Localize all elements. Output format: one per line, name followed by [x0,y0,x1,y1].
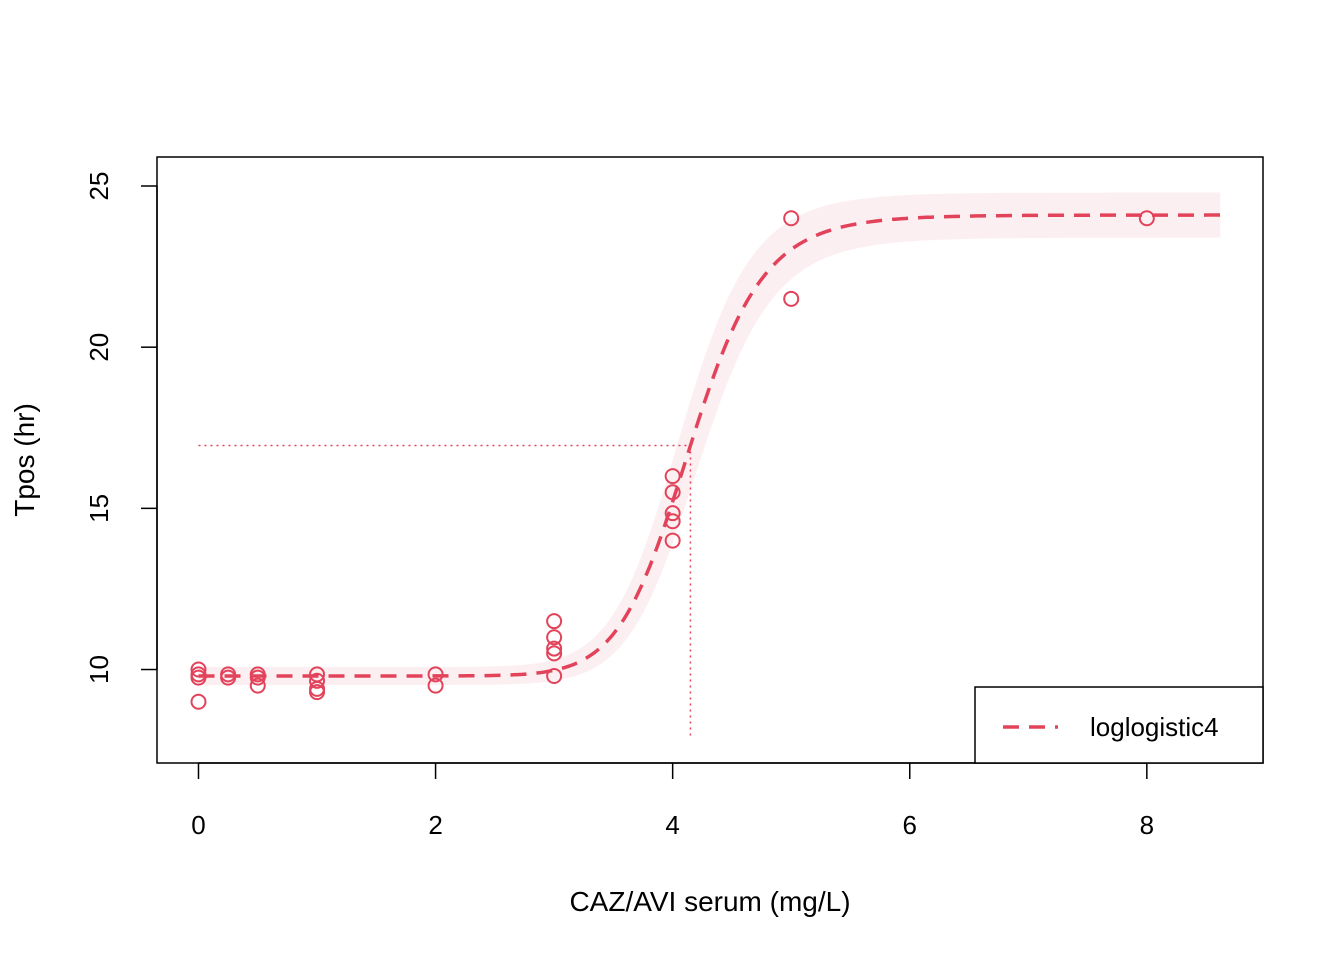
x-axis: 0 2 4 6 8 [191,762,1154,840]
fitted-curve-loglogistic4 [198,213,1221,678]
data-point [427,666,444,683]
data-point [546,613,563,630]
legend-label: loglogistic4 [1090,712,1219,742]
data-point [309,684,326,701]
data-point [664,505,681,522]
data-point [783,290,800,307]
x-tick-label: 2 [428,810,442,840]
fitted-curve-layer [198,213,1221,678]
data-point [427,677,444,694]
y-axis-title: Tpos (hr) [9,403,40,517]
y-tick-label: 10 [84,655,114,684]
x-tick-label: 6 [903,810,917,840]
data-point [546,629,563,646]
data-point [664,484,681,501]
legend: loglogistic4 [974,686,1264,764]
data-point [664,532,681,549]
data-point [190,661,207,678]
data-point [309,672,326,689]
reference-lines-layer [198,444,692,737]
x-tick-label: 0 [191,810,205,840]
confidence-band-layer [198,192,1221,685]
x-tick-label: 4 [665,810,679,840]
x-tick-label: 8 [1140,810,1154,840]
data-point [546,640,563,657]
data-point [190,693,207,710]
data-point [546,645,563,662]
data-point [664,513,681,530]
x-axis-title: CAZ/AVI serum (mg/L) [569,886,850,917]
data-point [249,677,266,694]
data-point [220,669,237,686]
data-points-layer [190,210,1155,710]
y-axis: 10 15 20 25 [84,172,158,684]
data-point [664,468,681,485]
confidence-band [198,192,1221,685]
data-point [546,667,563,684]
data-point [1138,210,1155,227]
y-tick-label: 25 [84,172,114,201]
y-tick-label: 20 [84,333,114,362]
data-point [249,669,266,686]
data-point [190,669,207,686]
y-tick-label: 15 [84,494,114,523]
data-point [783,210,800,227]
legend-box [974,686,1264,764]
